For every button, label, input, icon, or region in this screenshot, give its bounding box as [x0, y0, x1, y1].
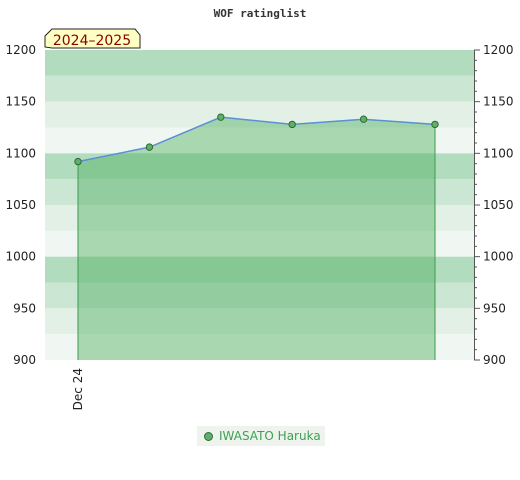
season-label: 2024–2025 [44, 28, 141, 49]
y-tick-label-left: 950 [13, 301, 36, 315]
y-tick-label-right: 1200 [483, 43, 514, 57]
y-tick-label-left: 1150 [5, 95, 36, 109]
data-point[interactable] [145, 143, 154, 151]
background-bands [45, 50, 474, 360]
background-band [45, 127, 474, 154]
x-axis: Dec 24 [71, 368, 85, 410]
right-y-axis: 900 950 1000 1050 1100 1150 1200 [474, 43, 514, 367]
y-tick-label-right: 1000 [483, 250, 514, 264]
legend-label: IWASATO Haruka [219, 429, 321, 443]
background-band [45, 308, 474, 335]
series-line [77, 116, 436, 163]
y-tick-label-right: 1150 [483, 95, 514, 109]
background-band [45, 256, 474, 283]
background-band [45, 75, 474, 102]
data-point[interactable] [431, 120, 439, 129]
background-band [45, 153, 474, 180]
season-box [44, 28, 141, 49]
background-band [45, 179, 474, 205]
season-label-text: 2024–2025 [53, 33, 131, 49]
data-point[interactable] [217, 113, 225, 121]
data-point[interactable] [288, 120, 296, 129]
y-tick-label-left: 1000 [5, 250, 36, 264]
x-tick-label: Dec 24 [71, 368, 85, 410]
data-point[interactable] [359, 115, 368, 123]
data-point[interactable] [74, 157, 82, 166]
chart-title: WOF ratinglist [214, 7, 307, 20]
y-tick-label-right: 950 [483, 301, 506, 315]
left-y-axis: 900 950 1000 1050 1100 1150 1200 [5, 43, 36, 367]
background-band [45, 50, 474, 76]
background-band [45, 282, 474, 309]
y-tick-label-left: 900 [13, 353, 36, 367]
y-tick-label-right: 900 [483, 353, 506, 367]
y-tick-label-left: 1200 [5, 43, 36, 57]
y-tick-label-right: 1050 [483, 198, 514, 212]
legend-marker-icon [204, 431, 213, 441]
series-area [78, 117, 435, 361]
y-tick-label-right: 1100 [483, 146, 514, 160]
legend[interactable]: IWASATO Haruka [197, 426, 325, 446]
rating-area [74, 113, 439, 361]
y-tick-label-left: 1050 [5, 198, 36, 212]
background-band [45, 230, 474, 257]
background-band [45, 101, 474, 128]
y-tick-label-left: 1100 [5, 146, 36, 160]
background-band [45, 334, 474, 360]
background-band [45, 205, 474, 231]
